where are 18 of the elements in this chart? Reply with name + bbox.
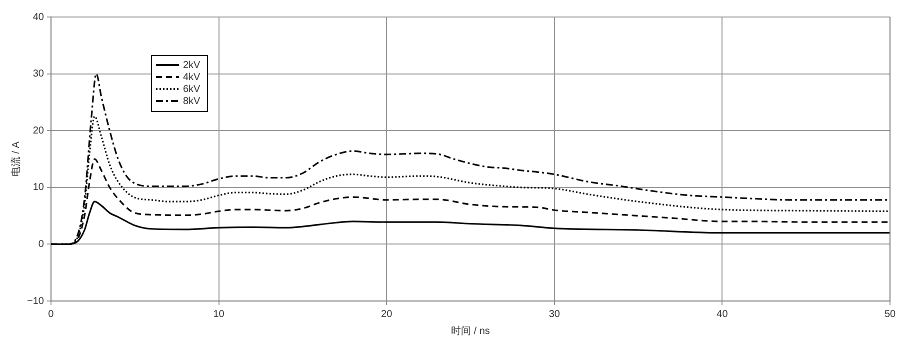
y-axis-title: 电流 / A <box>10 141 22 177</box>
y-tick-label: 40 <box>32 12 44 23</box>
x-tick-label: 20 <box>381 308 393 320</box>
y-tick-label: 30 <box>32 68 44 80</box>
legend-label: 2kV <box>182 60 201 71</box>
y-tick-label: 20 <box>32 125 44 136</box>
y-tick-label: 0 <box>38 238 44 250</box>
legend-label: 8kV <box>182 96 201 107</box>
x-tick-label: 50 <box>884 308 896 320</box>
x-tick-label: 10 <box>213 308 225 320</box>
x-tick-label: 40 <box>716 308 728 320</box>
x-tick-label: 0 <box>48 308 54 320</box>
y-tick-label: −10 <box>26 296 44 307</box>
legend-label: 6kV <box>182 84 201 95</box>
x-tick-label: 30 <box>548 308 560 320</box>
x-axis-title: 时间 / ns <box>451 324 490 337</box>
legend-label: 4kV <box>182 72 201 83</box>
y-tick-label: 10 <box>32 182 44 194</box>
